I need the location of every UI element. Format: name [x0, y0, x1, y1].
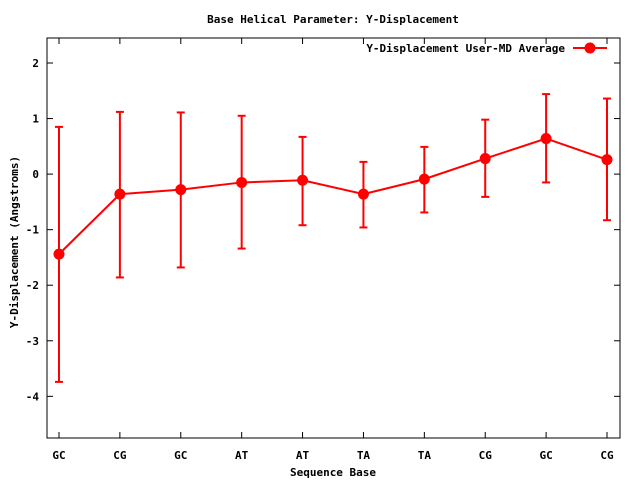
- data-point: [540, 133, 552, 145]
- data-point: [114, 188, 126, 200]
- x-axis: GC CG GC AT AT TA TA CG GC CG: [52, 38, 614, 462]
- x-tick-label: AT: [296, 449, 310, 462]
- x-tick-label: CG: [113, 449, 127, 462]
- data-point: [236, 176, 248, 188]
- data-points: [53, 133, 613, 260]
- y-tick-label: 0: [32, 168, 39, 181]
- data-point: [357, 188, 369, 200]
- legend-marker: [584, 42, 596, 54]
- data-point: [53, 248, 65, 260]
- data-point: [601, 154, 613, 166]
- x-tick-label: GC: [174, 449, 187, 462]
- x-tick-label: CG: [600, 449, 614, 462]
- data-point: [479, 153, 491, 165]
- y-tick-label: 1: [32, 113, 39, 126]
- y-tick-label: -2: [26, 279, 39, 292]
- y-axis-label: Y-Displacement (Angstroms): [8, 156, 21, 328]
- y-tick-label: -3: [26, 335, 39, 348]
- y-tick-label: 2: [32, 57, 39, 70]
- y-tick-label: -1: [26, 224, 40, 237]
- y-axis: 2 1 0 -1 -2 -3 -4: [26, 57, 620, 403]
- data-point: [175, 184, 187, 196]
- x-axis-label: Sequence Base: [290, 466, 376, 479]
- x-tick-label: AT: [235, 449, 249, 462]
- x-tick-label: CG: [479, 449, 493, 462]
- plot-frame: [46, 37, 621, 439]
- x-tick-label: GC: [539, 449, 552, 462]
- data-point: [297, 174, 309, 186]
- x-tick-label: TA: [418, 449, 432, 462]
- chart-title: Base Helical Parameter: Y-Displacement: [207, 13, 459, 26]
- data-point: [418, 173, 430, 185]
- legend: Y-Displacement User-MD Average: [366, 42, 607, 55]
- x-tick-label: GC: [52, 449, 65, 462]
- series-line: [58, 137, 608, 255]
- error-bars: [55, 93, 611, 383]
- y-tick-label: -4: [26, 390, 40, 403]
- x-tick-label: TA: [357, 449, 371, 462]
- legend-label: Y-Displacement User-MD Average: [366, 42, 565, 55]
